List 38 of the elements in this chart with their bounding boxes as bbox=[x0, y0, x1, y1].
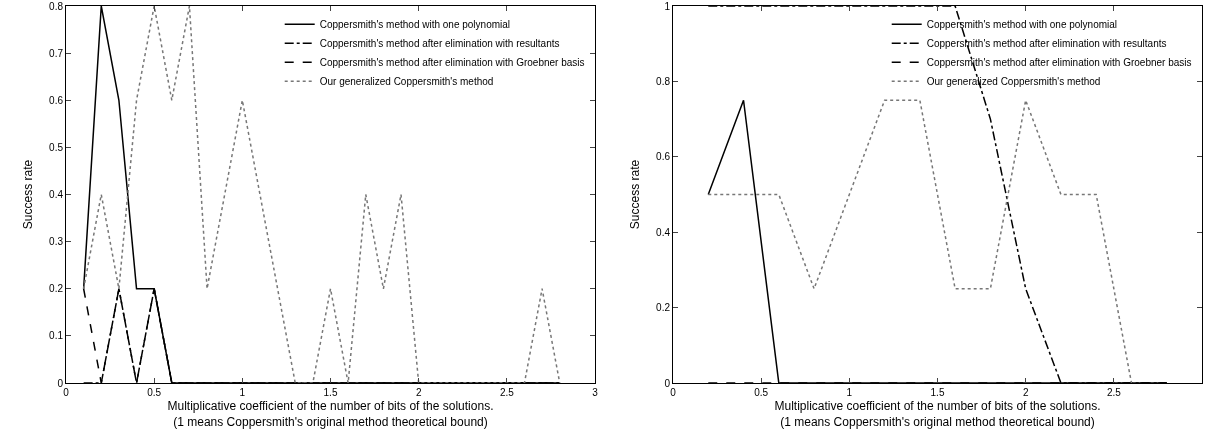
y-tick-label: 0 bbox=[664, 377, 671, 389]
y-tick-label: 0.6 bbox=[49, 94, 64, 106]
y-tick-label: 0.6 bbox=[656, 151, 671, 163]
x-tick-label: 1.5 bbox=[930, 387, 945, 398]
legend-label: Coppersmith's method after elimination with Groebner basis bbox=[319, 57, 585, 69]
x-tick-label: 1.5 bbox=[323, 387, 338, 398]
legend-label: Our generalized Coppersmith's method bbox=[926, 76, 1101, 88]
x-tick-label: 0.5 bbox=[147, 387, 162, 398]
y-tick-label: 0.7 bbox=[49, 47, 64, 59]
y-tick-label: 0.5 bbox=[49, 141, 64, 153]
x-tick-label: 1 bbox=[239, 387, 246, 398]
x-tick-label: 0.5 bbox=[754, 387, 769, 398]
y-tick-label: 0.2 bbox=[656, 302, 671, 314]
y-tick-label: 0.2 bbox=[49, 283, 64, 295]
legend-label: Coppersmith's method with one polynomial bbox=[926, 19, 1118, 31]
x-tick-label: 2 bbox=[1022, 387, 1029, 398]
x-axis-title: Multiplicative coefficient of the number of bits of the solutions. (1 means Coppersmith's original method theoretical bound) bbox=[167, 398, 494, 429]
y-tick-label: 1 bbox=[664, 0, 671, 12]
legend-label: Coppersmith's method after elimination with resultants bbox=[926, 38, 1167, 50]
x-tick-label: 2.5 bbox=[1106, 387, 1122, 398]
y-axis-title: Success rate bbox=[21, 159, 35, 230]
x-tick-label: 2 bbox=[415, 387, 422, 398]
x-tick-label: 3 bbox=[592, 387, 599, 398]
y-tick-label: 0 bbox=[57, 377, 64, 389]
x-tick-label: 1 bbox=[846, 387, 853, 398]
y-tick-label: 0.8 bbox=[49, 0, 64, 12]
x-tick-label: 2.5 bbox=[499, 387, 515, 398]
y-tick-label: 0.3 bbox=[49, 236, 64, 248]
y-axis-title: Success rate bbox=[628, 159, 642, 230]
y-tick-label: 0.4 bbox=[656, 226, 671, 238]
y-tick-label: 0.8 bbox=[656, 75, 671, 87]
legend-label: Coppersmith's method with one polynomial bbox=[319, 19, 511, 31]
legend-label: Our generalized Coppersmith's method bbox=[319, 76, 494, 88]
legend-label: Coppersmith's method after elimination with resultants bbox=[319, 38, 560, 50]
x-axis-title: Multiplicative coefficient of the number of bits of the solutions. (1 means Coppersmith's original method theoretical bound) bbox=[774, 398, 1101, 429]
y-tick-label: 0.1 bbox=[49, 330, 64, 342]
y-tick-label: 0.4 bbox=[49, 189, 64, 200]
legend-label: Coppersmith's method after elimination with Groebner basis bbox=[926, 57, 1192, 69]
